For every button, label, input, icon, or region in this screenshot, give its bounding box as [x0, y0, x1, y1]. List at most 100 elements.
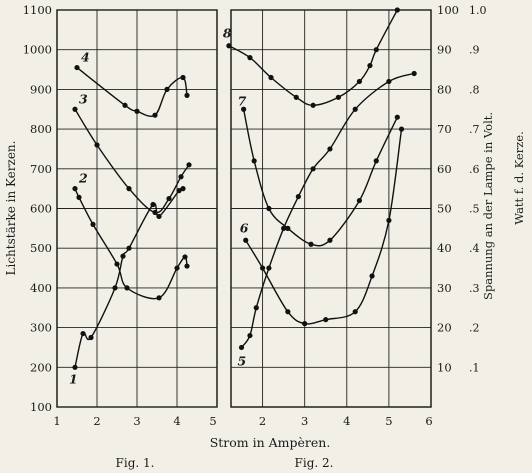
fig2-volt-axis-label: Spannung an der Lampe in Volt. [481, 112, 495, 300]
fig1-point-1 [88, 334, 94, 341]
fig1-y-tick-label: 900 [30, 82, 52, 96]
fig2-watt-tick-label: .3 [469, 282, 480, 295]
fig1-y-tick-label: 700 [30, 162, 52, 176]
fig2-caption: Fig. 2. [295, 456, 334, 470]
fig1-x-tick-label: 4 [173, 414, 180, 428]
fig1-point-1 [156, 213, 162, 220]
fig2-x-tick-label: 3 [301, 414, 308, 428]
fig2-point-5 [253, 305, 259, 311]
fig2-point-7 [241, 106, 247, 112]
fig1-point-1 [112, 285, 118, 291]
fig1-x-tick-label: 3 [133, 414, 140, 428]
fig1-point-2 [76, 194, 82, 200]
fig2-point-7 [308, 241, 314, 247]
fig1-point-3 [178, 174, 184, 180]
fig2-watt-tick-label: 1.0 [469, 4, 487, 17]
fig1-point-4 [74, 64, 80, 71]
fig2-x-tick-label: 4 [343, 414, 350, 428]
fig2-watt-tick-label: .1 [469, 361, 480, 374]
fig2-point-7 [356, 197, 363, 204]
fig1-x-tick-labels: 1 2 3 4 5 [53, 414, 216, 428]
fig1-x-tick-label: 1 [53, 414, 60, 428]
fig2-point-6 [302, 321, 308, 327]
fig2-watt-tick-label: .4 [469, 242, 480, 255]
fig1-point-1 [126, 245, 132, 251]
fig1-point-4 [180, 74, 186, 81]
fig1-point-4 [122, 102, 128, 108]
fig1-point-3 [186, 162, 192, 168]
fig2-watt-tick-labels: .1.2.3.4.5.6.7.8.91.01.1 [469, 4, 487, 374]
fig2-point-7 [327, 237, 333, 243]
fig2-point-7 [251, 158, 257, 164]
fig1-y-tick-label: 600 [30, 202, 52, 216]
fig1-point-2 [184, 263, 190, 269]
fig1-point-3 [166, 195, 172, 202]
fig2-curve-8 [228, 9, 398, 107]
fig2-point-5 [295, 193, 301, 200]
fig2-point-5 [266, 265, 272, 271]
fig2-point-8 [367, 62, 373, 69]
fig2-volt-tick-label: 90 [437, 43, 452, 57]
fig2-point-6 [259, 265, 266, 271]
fig1-point-2 [182, 254, 188, 260]
fig2-watt-axis-label: Watt f. d. Kerze. [512, 131, 526, 225]
fig1-point-1 [72, 364, 78, 370]
fig1-y-tick-label: 100 [30, 400, 52, 414]
fig1-point-2 [124, 285, 130, 291]
fig1-point-3 [152, 209, 158, 216]
fig1-point-4 [134, 108, 140, 114]
fig1-curve-label-4: 4 [81, 50, 90, 65]
fig2-point-6 [323, 317, 329, 323]
fig1-y-tick-label: 200 [30, 360, 52, 374]
fig2-volt-tick-label: 100 [437, 3, 459, 17]
fig1-caption: Fig. 1. [116, 456, 155, 470]
fig2-point-8 [394, 7, 400, 13]
fig1-point-2 [114, 261, 120, 267]
fig2-point-8 [356, 78, 363, 85]
fig2-series: 5 6 7 8 [223, 7, 417, 368]
fig2-point-8 [335, 94, 341, 100]
fig1-x-tick-label: 2 [93, 414, 100, 428]
fig2-point-8 [268, 74, 274, 81]
fig1-x-tick-label: 5 [209, 414, 216, 428]
fig2-point-8 [373, 47, 379, 53]
fig2-volt-tick-label: 40 [437, 241, 452, 255]
fig2-volt-tick-label: 30 [437, 281, 452, 295]
fig1-curve-label-3: 3 [79, 91, 88, 106]
fig1-y-tick-label: 1100 [23, 3, 52, 17]
fig2-point-7 [373, 158, 379, 164]
fig2-point-7 [266, 205, 272, 212]
fig1-curve-3 [74, 108, 190, 214]
fig2-point-7 [394, 114, 400, 120]
fig1-point-1 [80, 330, 86, 337]
fig1-curve-4 [76, 67, 188, 118]
fig2-point-5 [327, 146, 333, 152]
fig1-point-2 [174, 265, 180, 271]
fig2-watt-tick-label: .2 [469, 322, 480, 335]
fig2-point-8 [293, 94, 299, 100]
fig1-point-3 [126, 186, 132, 192]
fig1-point-1 [150, 201, 156, 208]
fig2-point-8 [226, 43, 232, 49]
fig2-point-5 [238, 344, 245, 351]
fig1-curve-label-1: 1 [69, 371, 78, 386]
fig2-volt-tick-label: 20 [437, 321, 452, 335]
fig2-point-6 [369, 273, 375, 279]
fig1-point-3 [94, 142, 100, 148]
fig1-point-2 [90, 221, 96, 227]
fig2-volt-tick-label: 70 [437, 122, 452, 136]
fig1-point-3 [72, 106, 78, 112]
fig2-point-6 [398, 126, 405, 132]
fig1-point-4 [152, 112, 158, 118]
fig1-y-tick-label: 800 [30, 122, 52, 136]
fig2-point-8 [310, 102, 316, 108]
fig2-watt-tick-label: .6 [469, 163, 480, 176]
fig2-curve-label-5: 5 [238, 353, 247, 368]
fig1-y-tick-labels: 100 200 300 400 500 600 700 800 900 1000 1100 [23, 3, 52, 414]
fig1-point-2 [156, 295, 162, 301]
fig2-volt-tick-label: 80 [437, 82, 452, 96]
fig2-point-8 [247, 55, 253, 61]
fig1-y-axis-label: Lichtstärke in Kerzen. [4, 141, 18, 276]
fig2-point-6 [352, 309, 358, 315]
